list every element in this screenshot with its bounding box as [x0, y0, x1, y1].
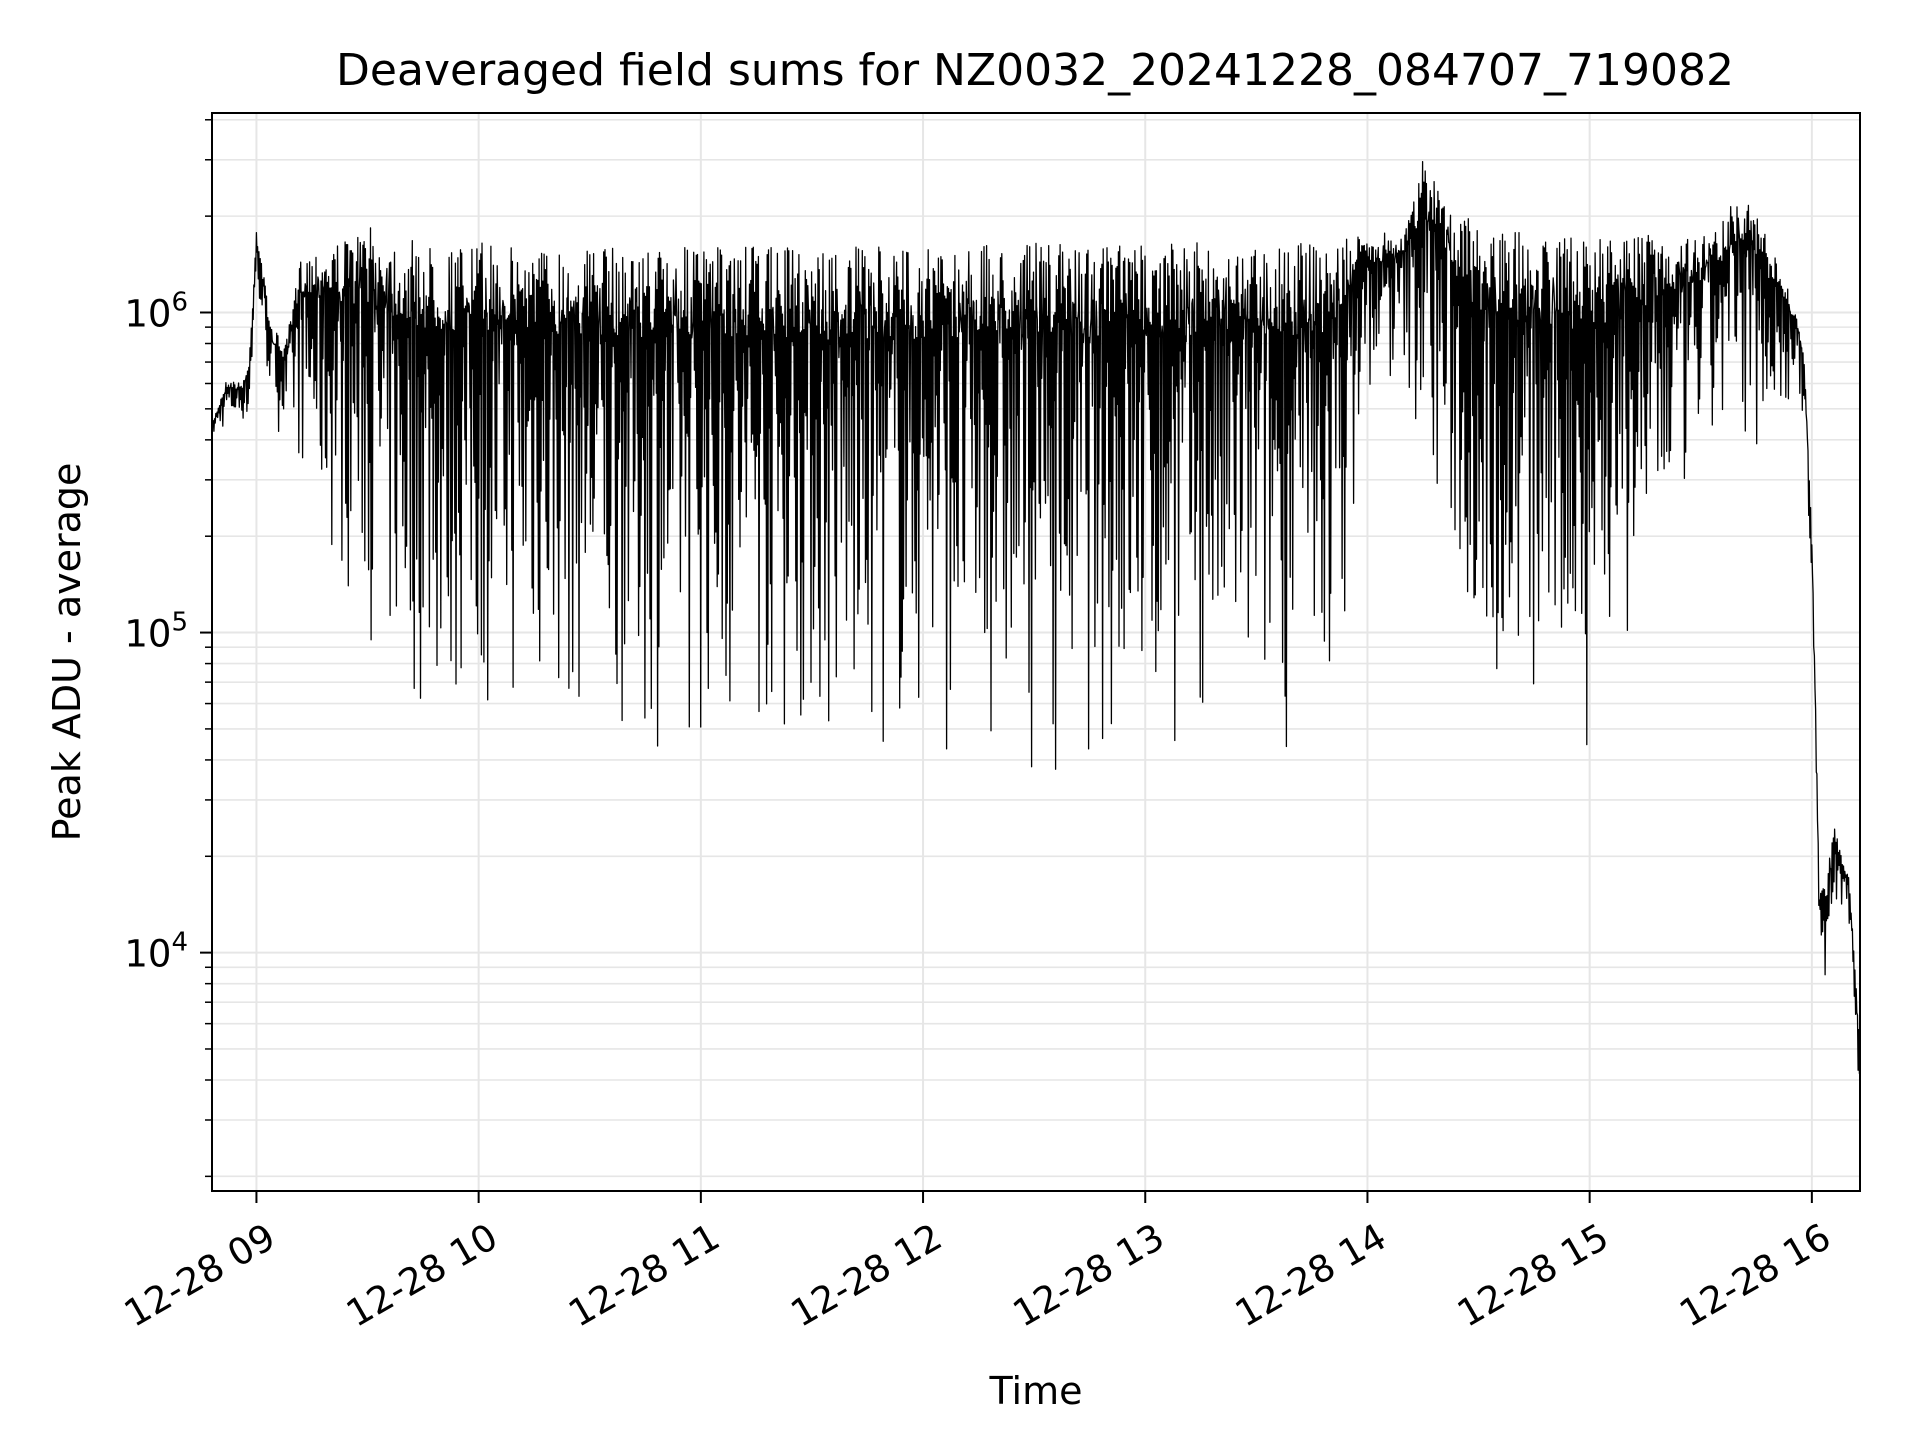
- plot-line-group: [211, 160, 1861, 1075]
- y-tick-label-base: 10: [124, 933, 171, 976]
- series-line: [211, 160, 1861, 1075]
- y-tick-label-exponent: 4: [171, 928, 188, 958]
- y-tick-label-0: 104: [124, 928, 188, 976]
- chart-title: Deaveraged field sums for NZ0032_2024122…: [336, 45, 1734, 96]
- plot-frame: [211, 112, 1861, 1192]
- y-tick-label-1: 105: [124, 608, 188, 656]
- y-axis-label: Peak ADU - average: [45, 463, 89, 842]
- x-axis-label: Time: [989, 1369, 1083, 1413]
- y-tick-label-exponent: 6: [171, 287, 188, 317]
- y-tick-label-base: 10: [124, 613, 171, 656]
- y-tick-label-exponent: 5: [171, 608, 188, 638]
- y-tick-label-base: 10: [124, 292, 171, 335]
- y-tick-label-2: 106: [124, 287, 188, 335]
